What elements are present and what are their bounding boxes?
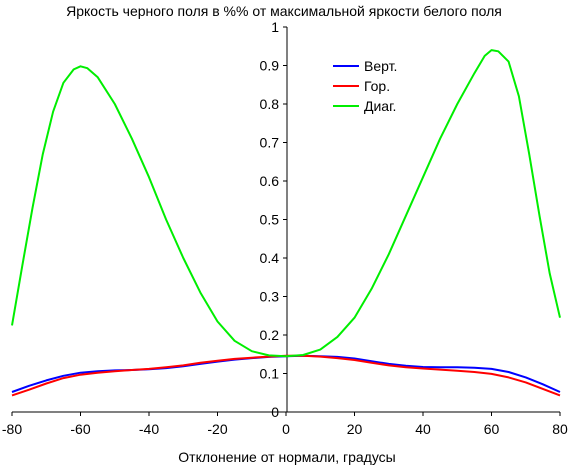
- x-tick-label: -40: [139, 421, 159, 437]
- y-tick-label: 0.3: [260, 289, 280, 305]
- y-tick-label: 0.4: [260, 250, 280, 266]
- legend: Верт. Гор. Диаг.: [333, 58, 397, 114]
- x-tick-label: 20: [347, 421, 363, 437]
- x-tick-label: -20: [207, 421, 227, 437]
- legend-label: Верт.: [364, 58, 397, 74]
- y-tick-label: 0: [271, 404, 279, 420]
- x-tick-label: 60: [484, 421, 500, 437]
- y-ticks: 0 0.1 0.2 0.3 0.4 0.5 0.6 0.7 0.8 0.9 1: [260, 19, 287, 420]
- x-tick-label: -60: [70, 421, 90, 437]
- y-tick-label: 0.8: [260, 96, 280, 112]
- x-ticks: -80 -60 -40 -20 0 20 40 60 80: [2, 412, 568, 437]
- y-tick-label: 0.5: [260, 212, 280, 228]
- y-tick-label: 0.6: [260, 173, 280, 189]
- y-tick-label: 0.9: [260, 58, 280, 74]
- legend-label: Гор.: [364, 78, 390, 94]
- y-tick-label: 0.1: [260, 366, 280, 382]
- chart-title: Яркость черного поля в %% от максимально…: [66, 3, 502, 19]
- series-line-2: [11, 49, 561, 358]
- x-tick-label: -80: [2, 421, 22, 437]
- x-tick-label: 0: [282, 421, 290, 437]
- y-tick-label: 0.7: [260, 135, 280, 151]
- x-tick-label: 80: [552, 421, 568, 437]
- y-tick-label: 0.2: [260, 327, 280, 343]
- x-axis-label: Отклонение от нормали, градусы: [178, 449, 395, 465]
- series-group: [11, 49, 561, 397]
- series-line-1: [11, 354, 561, 397]
- x-tick-label: 40: [415, 421, 431, 437]
- y-tick-label: 1: [271, 19, 279, 35]
- legend-label: Диаг.: [364, 98, 396, 114]
